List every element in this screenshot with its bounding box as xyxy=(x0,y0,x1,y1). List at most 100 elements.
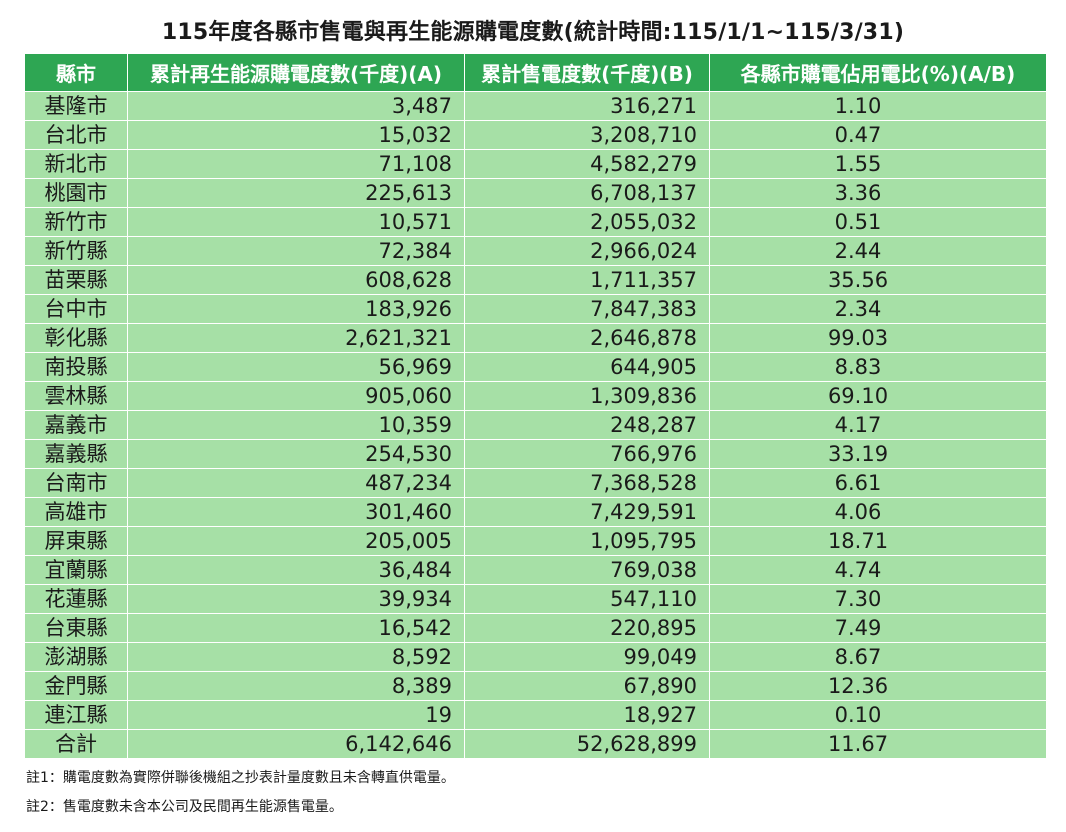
table-row: 澎湖縣 8,592 99,049 8.67 xyxy=(24,642,1047,672)
cell-purchase-ratio: 33.19 xyxy=(709,439,1047,469)
table-row: 宜蘭縣 36,484 769,038 4.74 xyxy=(24,555,1047,585)
electricity-table: 縣市 累計再生能源購電度數(千度)(A) 累計售電度數(千度)(B) 各縣市購電… xyxy=(24,53,1047,759)
cell-renewable-purchase: 8,592 xyxy=(127,642,465,672)
table-row: 雲林縣 905,060 1,309,836 69.10 xyxy=(24,381,1047,411)
cell-electricity-sales: 644,905 xyxy=(464,352,710,382)
cell-purchase-ratio: 8.83 xyxy=(709,352,1047,382)
footnotes: 註1：購電度數為實際併聯後機組之抄表計量度數且未含轉直供電量。 註2：售電度數未… xyxy=(26,764,455,822)
cell-county: 彰化縣 xyxy=(24,323,128,353)
cell-county: 苗栗縣 xyxy=(24,265,128,295)
cell-renewable-purchase: 56,969 xyxy=(127,352,465,382)
header-renewable-purchase: 累計再生能源購電度數(千度)(A) xyxy=(127,53,465,92)
cell-electricity-sales: 7,429,591 xyxy=(464,497,710,527)
cell-electricity-sales: 99,049 xyxy=(464,642,710,672)
cell-renewable-purchase: 608,628 xyxy=(127,265,465,295)
table-row: 新北市 71,108 4,582,279 1.55 xyxy=(24,149,1047,179)
cell-renewable-purchase: 36,484 xyxy=(127,555,465,585)
cell-purchase-ratio: 2.34 xyxy=(709,294,1047,324)
cell-electricity-sales: 2,646,878 xyxy=(464,323,710,353)
cell-county: 新竹縣 xyxy=(24,236,128,266)
cell-electricity-sales: 2,055,032 xyxy=(464,207,710,237)
header-electricity-sales: 累計售電度數(千度)(B) xyxy=(464,53,710,92)
cell-electricity-sales: 52,628,899 xyxy=(464,729,710,759)
cell-renewable-purchase: 8,389 xyxy=(127,671,465,701)
cell-purchase-ratio: 7.49 xyxy=(709,613,1047,643)
cell-renewable-purchase: 2,621,321 xyxy=(127,323,465,353)
cell-renewable-purchase: 72,384 xyxy=(127,236,465,266)
cell-renewable-purchase: 10,571 xyxy=(127,207,465,237)
cell-county: 台東縣 xyxy=(24,613,128,643)
cell-electricity-sales: 4,582,279 xyxy=(464,149,710,179)
page-title: 115年度各縣市售電與再生能源購電度數(統計時間:115/1/1~115/3/3… xyxy=(161,20,905,45)
cell-county: 台南市 xyxy=(24,468,128,498)
cell-electricity-sales: 547,110 xyxy=(464,584,710,614)
cell-renewable-purchase: 301,460 xyxy=(127,497,465,527)
cell-purchase-ratio: 4.06 xyxy=(709,497,1047,527)
cell-purchase-ratio: 7.30 xyxy=(709,584,1047,614)
table-row: 基隆市 3,487 316,271 1.10 xyxy=(24,91,1047,121)
cell-purchase-ratio: 4.17 xyxy=(709,410,1047,440)
table-row: 新竹市 10,571 2,055,032 0.51 xyxy=(24,207,1047,237)
cell-electricity-sales: 67,890 xyxy=(464,671,710,701)
cell-electricity-sales: 316,271 xyxy=(464,91,710,121)
cell-renewable-purchase: 225,613 xyxy=(127,178,465,208)
cell-purchase-ratio: 18.71 xyxy=(709,526,1047,556)
cell-renewable-purchase: 71,108 xyxy=(127,149,465,179)
cell-purchase-ratio: 0.47 xyxy=(709,120,1047,150)
table-row: 屏東縣 205,005 1,095,795 18.71 xyxy=(24,526,1047,556)
table-row: 南投縣 56,969 644,905 8.83 xyxy=(24,352,1047,382)
cell-county: 屏東縣 xyxy=(24,526,128,556)
cell-purchase-ratio: 35.56 xyxy=(709,265,1047,295)
header-row: 縣市 累計再生能源購電度數(千度)(A) 累計售電度數(千度)(B) 各縣市購電… xyxy=(24,53,1047,92)
table-row: 花蓮縣 39,934 547,110 7.30 xyxy=(24,584,1047,614)
cell-county: 新竹市 xyxy=(24,207,128,237)
cell-renewable-purchase: 3,487 xyxy=(127,91,465,121)
table-row: 台中市 183,926 7,847,383 2.34 xyxy=(24,294,1047,324)
header-county: 縣市 xyxy=(24,53,128,92)
cell-renewable-purchase: 6,142,646 xyxy=(127,729,465,759)
cell-electricity-sales: 769,038 xyxy=(464,555,710,585)
cell-purchase-ratio: 0.10 xyxy=(709,700,1047,730)
cell-renewable-purchase: 205,005 xyxy=(127,526,465,556)
cell-renewable-purchase: 10,359 xyxy=(127,410,465,440)
cell-county: 合計 xyxy=(24,729,128,759)
cell-electricity-sales: 18,927 xyxy=(464,700,710,730)
cell-purchase-ratio: 6.61 xyxy=(709,468,1047,498)
cell-purchase-ratio: 11.67 xyxy=(709,729,1047,759)
cell-county: 台北市 xyxy=(24,120,128,150)
cell-purchase-ratio: 1.10 xyxy=(709,91,1047,121)
cell-renewable-purchase: 487,234 xyxy=(127,468,465,498)
table-row: 苗栗縣 608,628 1,711,357 35.56 xyxy=(24,265,1047,295)
cell-purchase-ratio: 3.36 xyxy=(709,178,1047,208)
cell-renewable-purchase: 183,926 xyxy=(127,294,465,324)
cell-county: 基隆市 xyxy=(24,91,128,121)
cell-county: 澎湖縣 xyxy=(24,642,128,672)
table-header: 縣市 累計再生能源購電度數(千度)(A) 累計售電度數(千度)(B) 各縣市購電… xyxy=(24,53,1047,92)
cell-electricity-sales: 1,309,836 xyxy=(464,381,710,411)
cell-county: 雲林縣 xyxy=(24,381,128,411)
table-row: 台南市 487,234 7,368,528 6.61 xyxy=(24,468,1047,498)
table-row: 台北市 15,032 3,208,710 0.47 xyxy=(24,120,1047,150)
table-row: 連江縣 19 18,927 0.10 xyxy=(24,700,1047,730)
cell-purchase-ratio: 99.03 xyxy=(709,323,1047,353)
cell-county: 宜蘭縣 xyxy=(24,555,128,585)
cell-county: 南投縣 xyxy=(24,352,128,382)
cell-county: 嘉義縣 xyxy=(24,439,128,469)
table-body: 基隆市 3,487 316,271 1.10 台北市 15,032 3,208,710 0.4… xyxy=(24,91,1047,759)
cell-purchase-ratio: 69.10 xyxy=(709,381,1047,411)
cell-purchase-ratio: 4.74 xyxy=(709,555,1047,585)
cell-electricity-sales: 1,711,357 xyxy=(464,265,710,295)
cell-purchase-ratio: 8.67 xyxy=(709,642,1047,672)
cell-electricity-sales: 6,708,137 xyxy=(464,178,710,208)
cell-county: 花蓮縣 xyxy=(24,584,128,614)
cell-renewable-purchase: 905,060 xyxy=(127,381,465,411)
cell-county: 金門縣 xyxy=(24,671,128,701)
table-row: 高雄市 301,460 7,429,591 4.06 xyxy=(24,497,1047,527)
cell-electricity-sales: 3,208,710 xyxy=(464,120,710,150)
cell-purchase-ratio: 1.55 xyxy=(709,149,1047,179)
cell-renewable-purchase: 16,542 xyxy=(127,613,465,643)
cell-purchase-ratio: 2.44 xyxy=(709,236,1047,266)
table-row: 嘉義縣 254,530 766,976 33.19 xyxy=(24,439,1047,469)
cell-electricity-sales: 766,976 xyxy=(464,439,710,469)
cell-purchase-ratio: 0.51 xyxy=(709,207,1047,237)
